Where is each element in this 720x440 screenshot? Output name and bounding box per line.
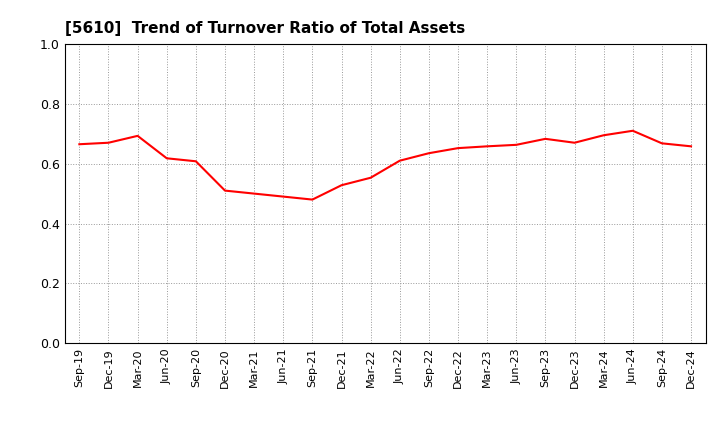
Text: [5610]  Trend of Turnover Ratio of Total Assets: [5610] Trend of Turnover Ratio of Total …	[65, 21, 465, 36]
